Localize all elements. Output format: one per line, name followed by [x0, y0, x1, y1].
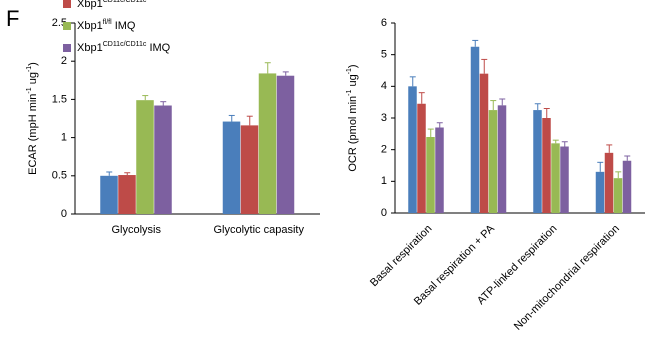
bar	[497, 105, 507, 213]
bar	[118, 175, 136, 214]
y-tick-label: 0	[381, 207, 387, 219]
y-axis-label-part: )	[347, 64, 359, 68]
legend-sup: fl/fl	[103, 19, 112, 26]
y-tick-label: 1	[381, 175, 387, 187]
y-tick-label: 0	[61, 208, 67, 220]
bar	[154, 105, 172, 214]
legend-suffix: IMQ	[112, 20, 136, 32]
legend-swatch	[63, 44, 71, 52]
legend-swatch	[63, 22, 71, 30]
y-tick-label: 2	[381, 144, 387, 156]
y-tick-label: 2	[61, 55, 67, 67]
y-axis-label-part: -1	[26, 87, 33, 93]
bar	[551, 143, 560, 213]
legend-label: Xbp1CD11c/CD11c IMQ	[77, 41, 171, 54]
y-axis-label-part: OCR (pmol min	[347, 96, 359, 172]
bar	[408, 86, 417, 213]
bar	[258, 73, 277, 214]
bar	[100, 175, 118, 214]
y-axis-label: ECAR (mpH min-1 ug-1)	[26, 62, 39, 175]
bar	[604, 152, 614, 213]
bar	[470, 46, 480, 213]
y-tick-label: 3	[381, 112, 387, 124]
x-tick-label: Non-mitochondrial respiration	[512, 223, 622, 333]
bar	[136, 100, 154, 214]
bar	[435, 127, 444, 213]
bar	[613, 178, 623, 213]
bar	[595, 171, 605, 213]
y-tick-label: 6	[381, 17, 387, 29]
bar	[560, 146, 569, 213]
y-axis-label-part: -1	[26, 66, 33, 72]
y-axis-label-part: ug	[347, 74, 359, 89]
legend-sup: CD11c/CD11c	[103, 41, 147, 48]
legend-swatch	[63, 0, 71, 8]
legend-label: Xbp1fl/fl IMQ	[77, 19, 136, 32]
bar	[240, 125, 259, 214]
bar	[488, 110, 498, 213]
legend-name: Xbp1	[77, 0, 103, 10]
legend-suffix: IMQ	[146, 42, 170, 54]
y-tick-label: 4	[381, 80, 387, 92]
legend-name: Xbp1	[77, 42, 103, 54]
bar	[542, 118, 551, 213]
y-axis-label-part: )	[27, 62, 39, 66]
bar	[533, 110, 542, 213]
bar	[276, 75, 295, 214]
y-axis-label: OCR (pmol min-1 ug-1)	[346, 64, 359, 171]
bar	[417, 103, 426, 213]
legend-name: Xbp1	[77, 20, 103, 32]
bar	[622, 160, 632, 213]
y-axis-label-part: ug	[27, 72, 39, 87]
bar	[426, 137, 435, 213]
y-axis-label-part: -1	[346, 89, 353, 95]
legend-label: Xbp1CD11c/CD11c	[77, 0, 147, 10]
x-tick-label: Glycolysis	[111, 224, 161, 236]
y-tick-label: 0.5	[52, 170, 67, 182]
y-tick-label: 5	[381, 49, 387, 61]
x-tick-label: Basal respiration	[368, 223, 434, 289]
y-axis-label-part: -1	[346, 68, 353, 74]
y-tick-label: 1.5	[52, 93, 67, 105]
legend-sup: CD11c/CD11c	[103, 0, 147, 4]
y-axis-label-part: ECAR (mpH min	[27, 94, 39, 175]
y-tick-label: 1	[61, 132, 67, 144]
bar	[479, 73, 489, 214]
bar	[222, 121, 241, 214]
panel-label: F	[6, 6, 19, 31]
x-tick-label: Glycolytic capasity	[214, 224, 305, 236]
